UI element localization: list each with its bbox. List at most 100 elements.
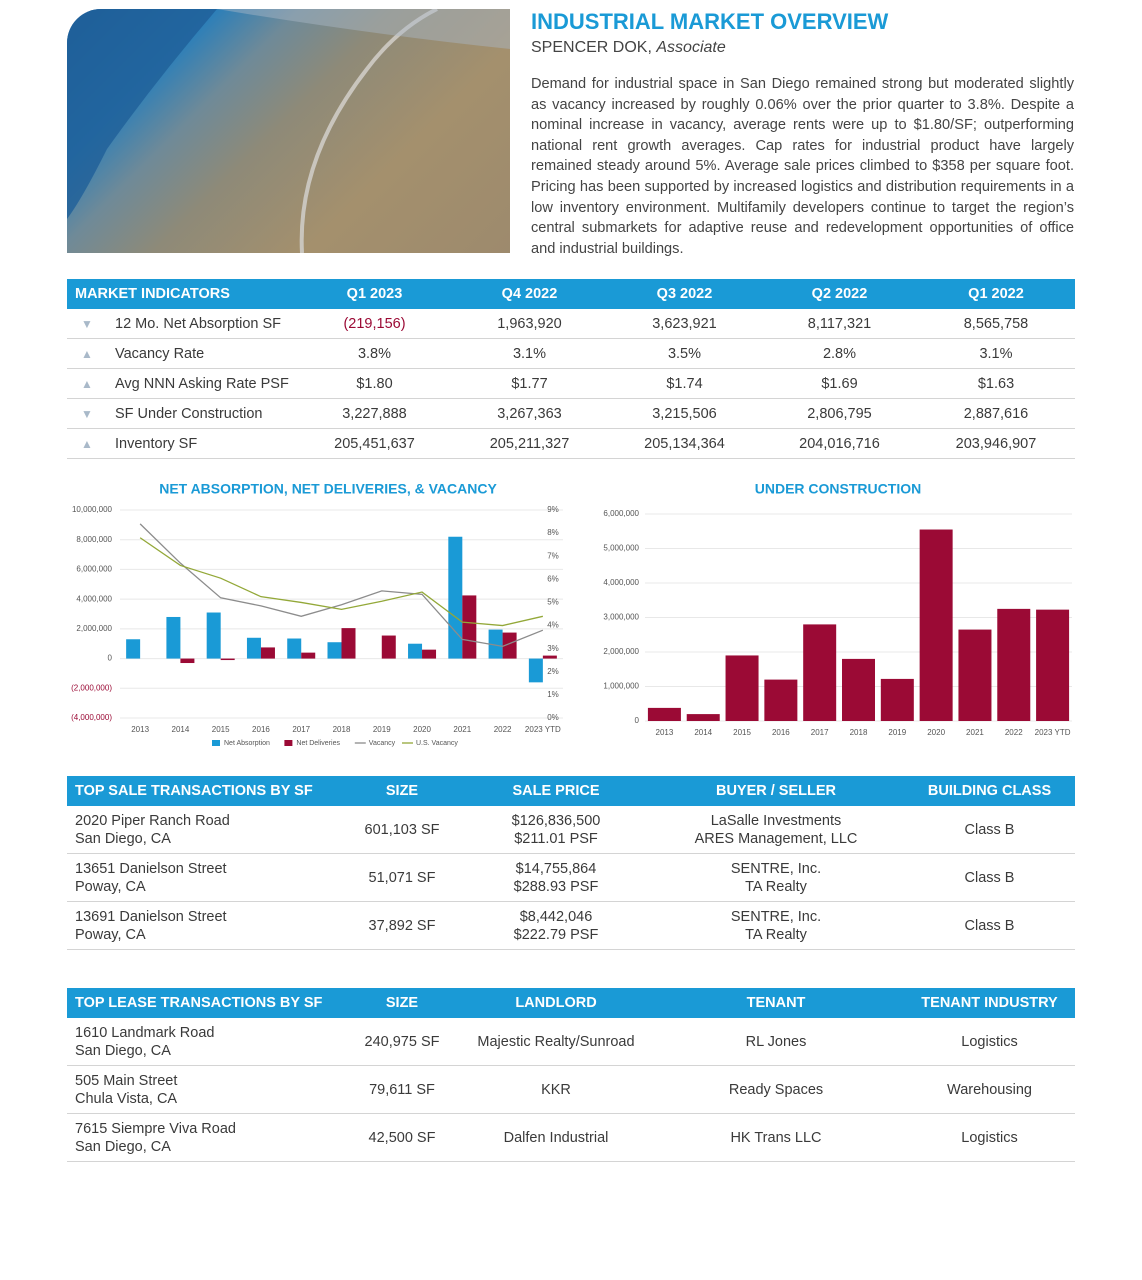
trend-arrow: ▲ <box>81 346 93 361</box>
lease-transactions-table: TOP LEASE TRANSACTIONS BY SF SIZE LANDLORD… <box>67 988 1075 1162</box>
y-tick-label: (2,000,000) <box>71 683 112 692</box>
header-cell: Q1 2022 <box>968 286 1024 302</box>
table-cell: 205,451,637 <box>334 435 415 452</box>
header-cell: TENANT INDUSTRY <box>921 995 1058 1011</box>
x-tick-label: 2019 <box>373 725 391 734</box>
table-row: ▼ 12 Mo. Net Absorption SF (219,156) 1,963,… <box>67 309 1075 339</box>
table-cell: 8,565,758 <box>963 315 1029 332</box>
table-cell: 12 Mo. Net Absorption SF <box>115 315 282 332</box>
table-cell: Logistics <box>961 1033 1018 1050</box>
table-row: ▲ Avg NNN Asking Rate PSF $1.80 $1.77 $1.74 $… <box>67 369 1075 399</box>
table-cell: RL Jones <box>745 1033 807 1050</box>
x-tick-label: 2013 <box>131 725 149 734</box>
x-tick-label: 2019 <box>888 728 906 737</box>
x-tick-label: 2022 <box>1005 728 1023 737</box>
bar <box>381 635 396 659</box>
x-tick-label: 2013 <box>656 728 674 737</box>
header-cell: TOP SALE TRANSACTIONS BY SF <box>75 783 313 799</box>
bar <box>686 714 720 721</box>
bar <box>764 679 798 721</box>
table-cell: Warehousing <box>947 1081 1032 1098</box>
bar <box>301 652 316 659</box>
bar <box>260 647 275 659</box>
table-cell: $1.74 <box>666 375 703 392</box>
table-cell: 3.5% <box>667 345 702 362</box>
table-cell: 42,500 SF <box>368 1129 436 1146</box>
header-cell: MARKET INDICATORS <box>75 286 230 302</box>
bar <box>126 639 141 659</box>
cell-line: Poway, CA <box>75 926 146 943</box>
cell-line: San Diego, CA <box>75 830 171 847</box>
table-cell: KKR <box>541 1081 571 1098</box>
table-cell: Avg NNN Asking Rate PSF <box>115 375 289 392</box>
sky-haze <box>67 9 510 49</box>
header-cell: Q2 2022 <box>811 286 868 302</box>
y-tick-label: 0 <box>108 654 113 663</box>
cell-line: $126,836,500 <box>511 812 601 829</box>
table-row: 1610 Landmark Road San Diego, CA 240,975 S… <box>67 1018 1075 1066</box>
bar <box>919 529 953 721</box>
table-cell: 203,946,907 <box>955 435 1037 452</box>
trend-arrow: ▼ <box>81 406 93 421</box>
bar <box>327 642 342 659</box>
table-cell: HK Trans LLC <box>730 1129 822 1146</box>
bar <box>958 629 992 721</box>
cell-line: San Diego, CA <box>75 1042 171 1059</box>
table-cell: (219,156) <box>343 315 406 332</box>
legend-swatch <box>212 740 220 746</box>
bar <box>803 624 837 721</box>
y-tick-label: 6,000,000 <box>603 509 639 518</box>
table-cell: 37,892 SF <box>368 917 436 934</box>
author: SPENCER DOK, <box>531 39 652 56</box>
header-cell: LANDLORD <box>515 995 597 1011</box>
table-cell: $126,836,500 $211.01 PSF <box>464 812 648 848</box>
author-role: Associate <box>656 39 726 56</box>
table-cell: 13651 Danielson Street Poway, CA <box>67 860 340 896</box>
header-cell: Q4 2022 <box>501 286 558 302</box>
table-cell: LaSalle Investments ARES Management, LLC <box>648 812 904 848</box>
table-cell: 1610 Landmark Road San Diego, CA <box>67 1024 340 1060</box>
cell-line: San Diego, CA <box>75 1138 171 1155</box>
table-cell: 3,623,921 <box>652 315 717 332</box>
header-cell: Q3 2022 <box>656 286 713 302</box>
table-cell: 13691 Danielson Street Poway, CA <box>67 908 340 944</box>
table-cell: $8,442,046 $222.79 PSF <box>464 908 648 944</box>
cell-line: $288.93 PSF <box>513 878 599 895</box>
cell-line: TA Realty <box>745 878 807 895</box>
x-tick-label: 2018 <box>333 725 351 734</box>
header-cell: BUYER / SELLER <box>715 783 837 799</box>
table-cell: SF Under Construction <box>115 405 263 422</box>
y-tick-label: 2,000,000 <box>76 624 112 633</box>
table-cell: 204,016,716 <box>799 435 880 452</box>
cell-line: 1610 Landmark Road <box>75 1024 215 1041</box>
x-tick-label: 2020 <box>413 725 431 734</box>
bar <box>502 632 517 659</box>
cell-line: 13691 Danielson Street <box>75 908 227 925</box>
header-cell: Q1 2023 <box>346 286 403 302</box>
header-cell: SALE PRICE <box>512 783 600 799</box>
table-cell: $1.80 <box>356 375 393 392</box>
bar <box>448 536 463 659</box>
table-cell: 240,975 SF <box>364 1033 440 1050</box>
table-cell: 3.1% <box>979 345 1013 362</box>
cell-line: ARES Management, LLC <box>694 830 858 847</box>
ocean <box>67 9 217 219</box>
legend-label: Net Absorption <box>224 740 270 747</box>
table-header: TOP SALE TRANSACTIONS BY SF SIZE SALE PRIC… <box>67 776 1075 806</box>
x-tick-label: 2022 <box>494 725 512 734</box>
y-tick-label: 8,000,000 <box>76 535 112 544</box>
x-tick-label: 2018 <box>850 728 868 737</box>
x-tick-label: 2014 <box>694 728 712 737</box>
table-row: 7615 Siempre Viva Road San Diego, CA 42,50… <box>67 1114 1075 1162</box>
bar <box>287 638 302 659</box>
table-row: 13691 Danielson Street Poway, CA 37,892 SF… <box>67 902 1075 950</box>
cell-line: Chula Vista, CA <box>75 1090 178 1107</box>
table-cell: 3,215,506 <box>652 405 717 422</box>
y-tick-label: (4,000,000) <box>71 713 112 722</box>
bar <box>488 629 503 659</box>
table-cell: 3.1% <box>512 345 547 362</box>
y-tick-label: 0 <box>635 716 640 725</box>
x-tick-label: 2023 YTD <box>525 725 561 734</box>
cell-line: Poway, CA <box>75 878 146 895</box>
